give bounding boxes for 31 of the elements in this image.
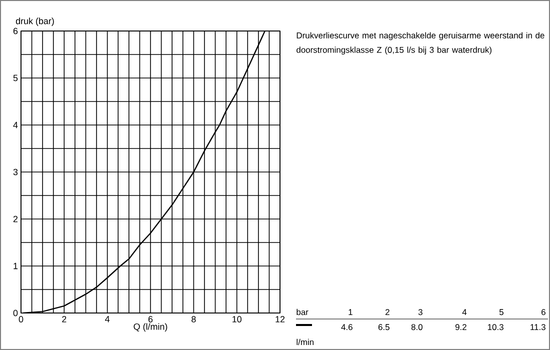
x-tick-label: 6: [148, 316, 153, 322]
text: 4: [462, 309, 467, 315]
x-tick-label: 0: [18, 316, 24, 322]
text: 10.3: [488, 324, 504, 330]
text: 5: [499, 309, 504, 316]
y-tick-label: 4: [13, 122, 18, 128]
x-tick-label: 4: [105, 316, 110, 322]
y-tick-label: 5: [13, 74, 18, 82]
y-tick-label: 0: [13, 310, 18, 316]
text: Drukverliescurve met nageschakelde geruisarme weerstand in de doorstromingsklasse Z (0,15 l/s bij 3 bar waterdruk): [296, 32, 544, 55]
x-tick-label: 8: [192, 316, 196, 322]
text: 11.3: [530, 324, 546, 330]
text: 8.0: [411, 324, 422, 330]
x-tick-label: 12: [276, 316, 285, 322]
y-axis-title: druk (bar): [16, 18, 54, 26]
x-tick-label: 10: [232, 316, 242, 322]
text: bar: [296, 308, 308, 316]
text: 4.6: [341, 324, 352, 330]
x-tick-label: 2: [62, 316, 66, 322]
x-axis-title: Q (l/min): [134, 323, 168, 332]
y-tick-label: 3: [13, 168, 18, 176]
y-tick-label: 6: [13, 28, 18, 34]
text: 6: [542, 309, 546, 316]
text: 6.5: [378, 324, 390, 330]
text: 3: [418, 309, 422, 316]
y-tick-label: 2: [13, 216, 18, 222]
y-tick-label: 1: [14, 262, 18, 270]
text: 1: [348, 309, 352, 315]
text: l/min: [296, 338, 314, 346]
text: 2: [386, 309, 390, 315]
text: 9.2: [455, 324, 466, 330]
